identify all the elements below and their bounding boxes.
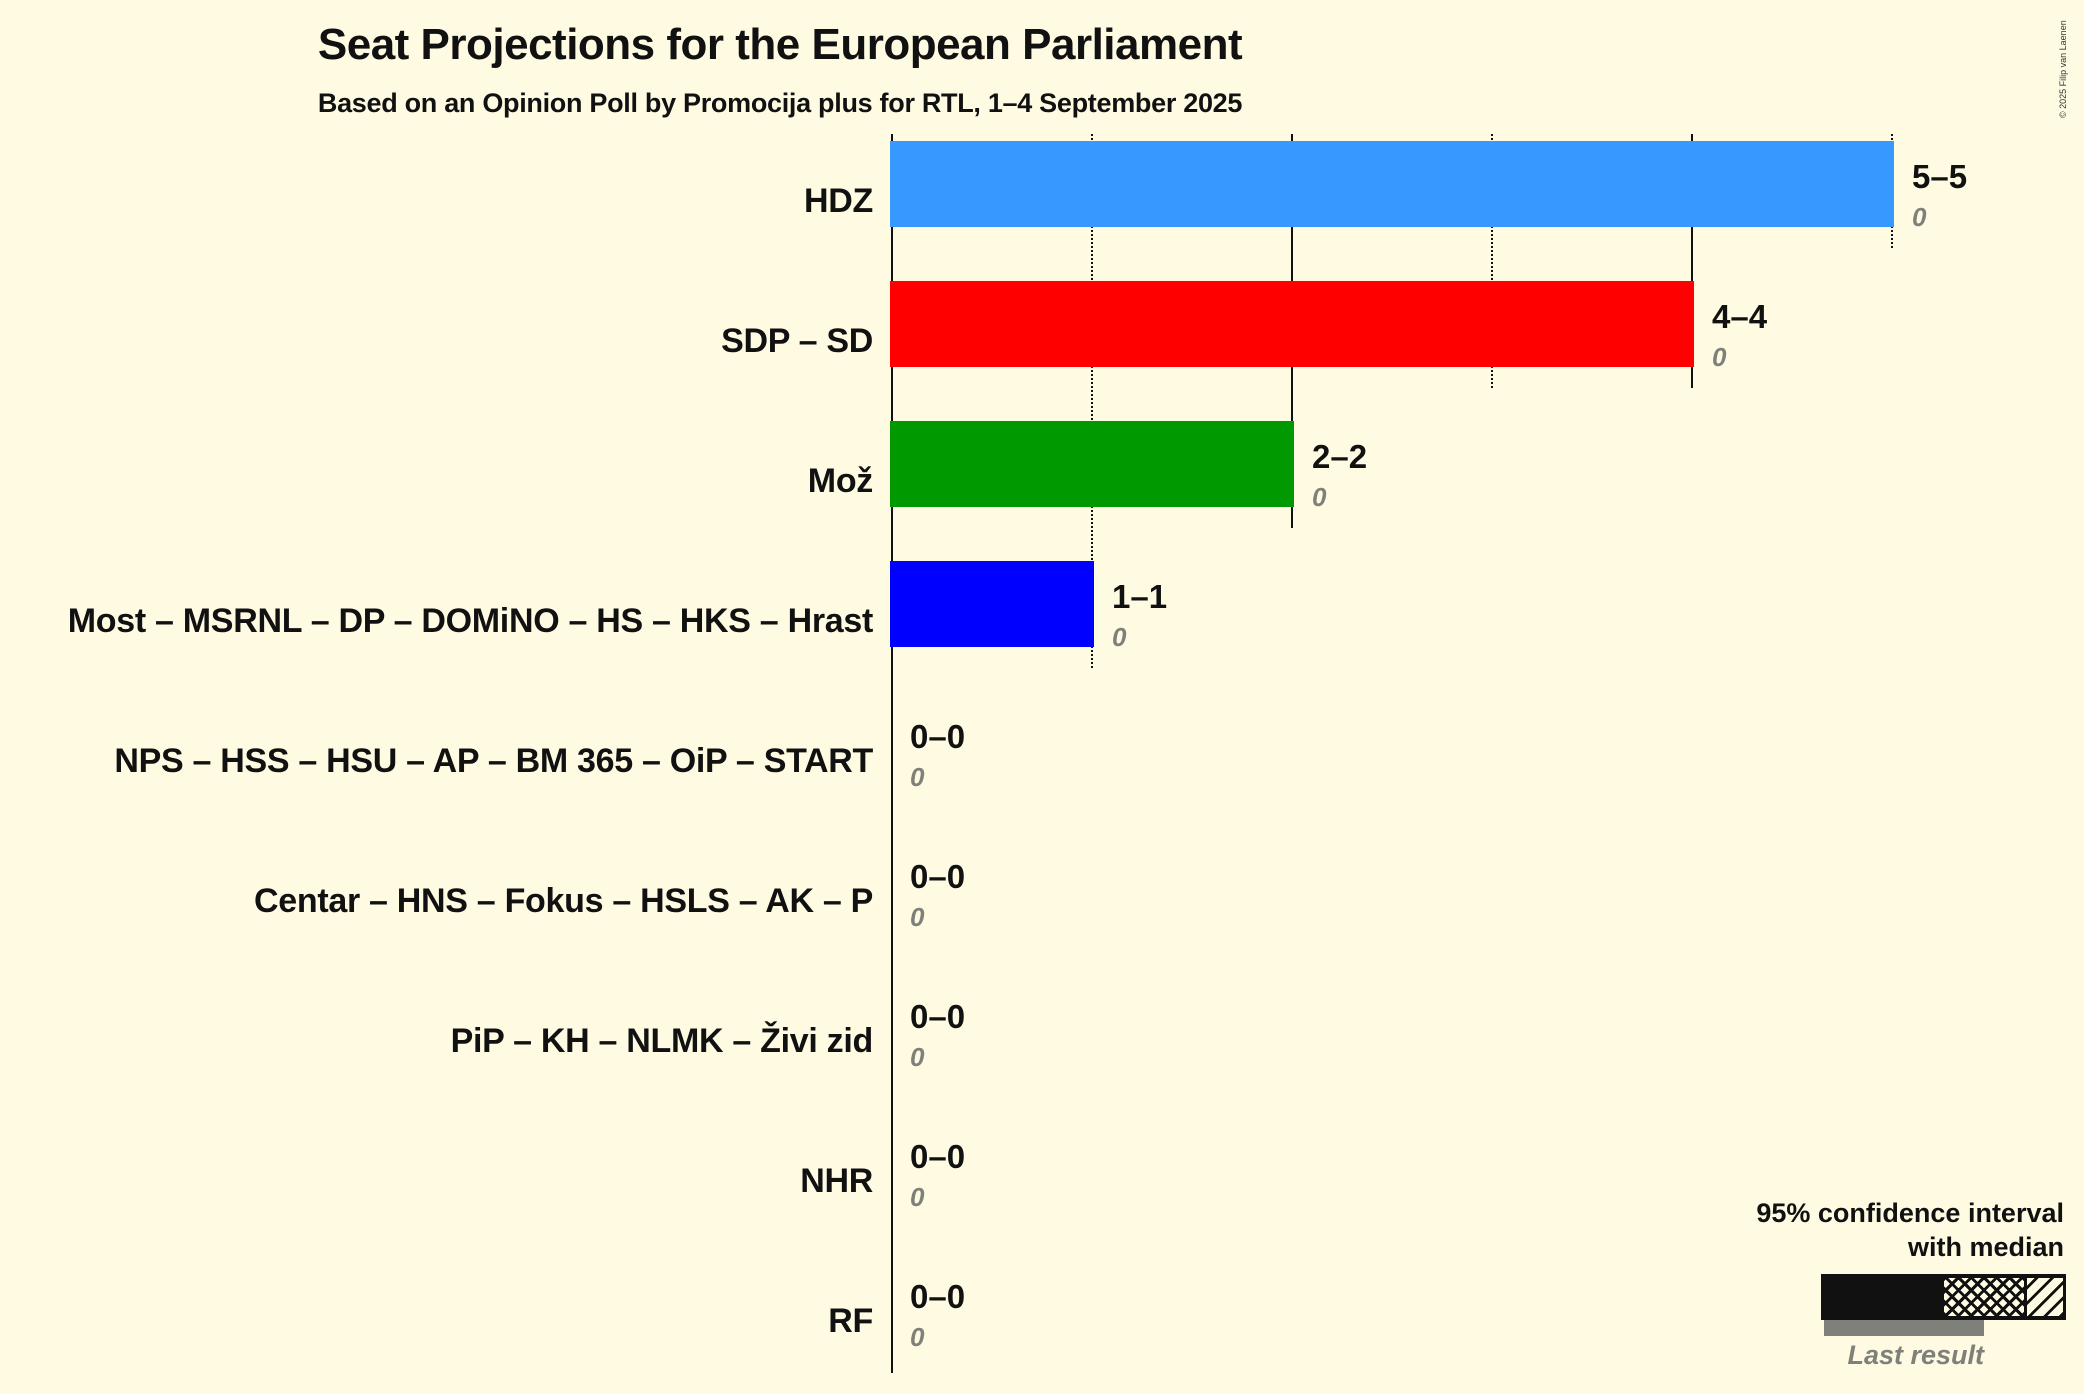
- legend-title-line2: with median: [1907, 1232, 2064, 1262]
- seat-range-label: 0–0: [910, 718, 966, 755]
- last-result-label: 0: [1312, 482, 1327, 512]
- seat-range-label: 5–5: [1912, 158, 1968, 195]
- last-result-label: 0: [1712, 342, 1727, 372]
- seat-bar: [890, 281, 1694, 367]
- seat-range-label: 0–0: [910, 1138, 966, 1175]
- seat-range-label: 0–0: [910, 998, 966, 1035]
- legend-last-result-label: Last result: [1847, 1340, 1984, 1370]
- seat-range-label: 0–0: [910, 858, 966, 895]
- party-label: Most – MSRNL – DP – DOMiNO – HS – HKS – …: [67, 602, 874, 640]
- legend-title-line1: 95% confidence interval: [1756, 1198, 2064, 1228]
- gridline-1: [1091, 134, 1093, 668]
- party-label: SDP – SD: [721, 322, 873, 360]
- last-result-label: 0: [910, 902, 925, 932]
- last-result-label: 0: [910, 1182, 925, 1212]
- last-result-label: 0: [1112, 622, 1127, 652]
- chart-subtitle: Based on an Opinion Poll by Promocija pl…: [317, 88, 1243, 118]
- party-label: HDZ: [804, 182, 873, 220]
- party-label: NHR: [800, 1162, 873, 1200]
- last-result-label: 0: [1912, 202, 1927, 232]
- seat-range-label: 0–0: [910, 1278, 966, 1315]
- party-label: RF: [828, 1302, 873, 1340]
- party-label: Centar – HNS – Fokus – HSLS – AK – P: [253, 882, 873, 920]
- gridline-4: [1691, 134, 1693, 388]
- gridline-0: [891, 134, 893, 1373]
- legend-ci-swatch: [1821, 1274, 2066, 1320]
- seat-range-label: 4–4: [1712, 298, 1768, 335]
- last-result-label: 0: [910, 1042, 925, 1072]
- last-result-label: 0: [910, 1322, 925, 1352]
- seat-bar: [890, 421, 1294, 507]
- gridline-3: [1491, 134, 1493, 388]
- legend-crosshatch-swatch: [1944, 1278, 2024, 1316]
- party-label: NPS – HSS – HSU – AP – BM 365 – OiP – ST…: [114, 742, 873, 780]
- legend-last-result-swatch: [1824, 1320, 1984, 1336]
- party-label: Mož: [807, 462, 874, 500]
- legend-diagonal-swatch: [2027, 1278, 2063, 1316]
- seat-range-label: 2–2: [1312, 438, 1368, 475]
- seat-bar: [890, 141, 1894, 227]
- legend-title: 95% confidence interval with median: [1744, 1196, 2064, 1264]
- chart-title: Seat Projections for the European Parlia…: [317, 20, 1243, 69]
- party-label: PiP – KH – NLMK – Živi zid: [450, 1022, 874, 1060]
- seat-range-label: 1–1: [1112, 578, 1168, 615]
- seat-bar: [890, 561, 1094, 647]
- last-result-label: 0: [910, 762, 925, 792]
